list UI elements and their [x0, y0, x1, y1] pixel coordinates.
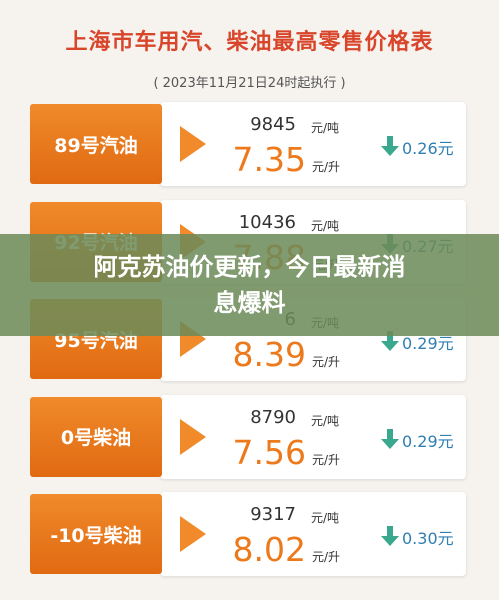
unit-ton: 元/吨 — [311, 218, 340, 233]
fuel-label: 89号汽油 — [30, 104, 162, 184]
pointer-arrow — [180, 126, 206, 162]
unit-ton: 元/吨 — [311, 511, 340, 525]
price-ton: 8790 — [250, 406, 296, 428]
unit-liter: 元/升 — [312, 452, 341, 467]
unit-liter: 元/升 — [312, 160, 341, 174]
pointer-arrow — [180, 418, 206, 455]
arrow-head — [381, 438, 399, 449]
price-liter: 7.35 — [232, 140, 306, 179]
banner: 阿克苏油价更新，今日最新消 息爆料 — [0, 234, 499, 336]
title: 上海市车用汽、柴油最高零售价格表 — [65, 30, 434, 55]
price-ton: 9845 — [250, 114, 296, 135]
down-arrow — [381, 428, 399, 449]
row-card — [160, 492, 466, 576]
price-change: 0.30元 — [402, 529, 454, 548]
price-ton: 10436 — [238, 211, 296, 233]
price-change: 0.29元 — [402, 431, 454, 451]
subtitle: ( 2023年11月21日24时起执行 ) — [153, 76, 346, 91]
arrow-shaft — [387, 428, 393, 440]
fuel-label: -10号柴油 — [30, 494, 162, 574]
pointer-arrow — [180, 516, 206, 552]
down-arrow — [381, 136, 399, 156]
price-liter: 8.39 — [232, 335, 306, 374]
arrow-shaft — [387, 136, 393, 147]
price-change: 0.29元 — [402, 334, 454, 353]
down-arrow — [381, 526, 399, 546]
arrow-shape — [180, 126, 206, 162]
arrow-shaft — [387, 526, 393, 537]
unit-ton: 元/吨 — [311, 413, 340, 428]
price-ton: 9317 — [250, 504, 296, 525]
price-liter: 8.02 — [232, 530, 306, 569]
price-change: 0.26元 — [402, 139, 454, 158]
arrow-shape — [180, 516, 206, 552]
banner-text: 息爆料 — [213, 289, 286, 317]
fuel-label: 0号柴油 — [30, 396, 162, 477]
row-card — [160, 394, 466, 479]
arrow-head — [381, 536, 399, 546]
price-liter: 7.56 — [232, 432, 306, 472]
arrow-shape — [180, 418, 206, 455]
arrow-head — [381, 146, 399, 156]
arrow-head — [381, 341, 399, 351]
banner-text: 阿克苏油价更新，今日最新消 — [93, 253, 406, 281]
row-card — [160, 102, 466, 186]
down-arrow — [381, 331, 399, 351]
unit-liter: 元/升 — [312, 550, 341, 564]
unit-liter: 元/升 — [312, 355, 341, 369]
arrow-shaft — [387, 331, 393, 342]
unit-ton: 元/吨 — [311, 121, 340, 135]
